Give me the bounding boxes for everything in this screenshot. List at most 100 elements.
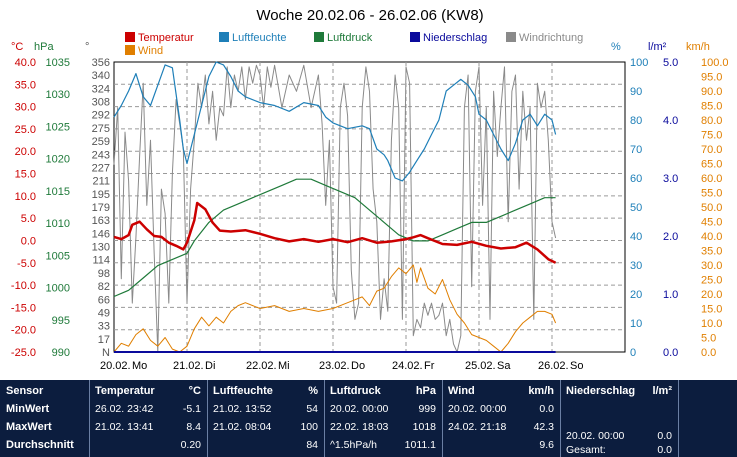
series-luftfeuchte: [113, 61, 557, 182]
press-axis-tick: 1025: [46, 121, 70, 133]
hum-axis-tick: 80: [630, 115, 642, 127]
wind-axis-tick: 70.0: [701, 144, 722, 156]
press-max-time: 22.02. 18:03: [330, 421, 389, 433]
legend-swatch-wind: [125, 45, 135, 55]
dir-axis-tick: 211: [92, 176, 110, 188]
stats-col-empty: [678, 380, 737, 457]
series-line-temperatur: [113, 201, 557, 264]
rain-axis-tick: 2.0: [663, 231, 678, 243]
x-tick-weekday: Sa: [497, 360, 511, 372]
wind-axis-tick: 100.0: [701, 57, 729, 69]
press-axis-tick: 1010: [46, 218, 70, 230]
unit-label-temp: °C: [11, 41, 23, 53]
legend-swatch-windrichtung: [506, 32, 516, 42]
press-axis-tick: 1035: [46, 57, 70, 69]
rain-val: 0.0: [657, 430, 672, 442]
header-press: Luftdruck: [330, 385, 381, 397]
hum-axis-tick: 50: [630, 202, 642, 214]
wind-axis-tick: 85.0: [701, 101, 722, 113]
dir-axis-tick: 227: [92, 162, 110, 174]
dir-axis-tick: N: [102, 347, 110, 359]
wind-max-time: 24.02. 21:18: [448, 421, 507, 433]
wind-axis-tick: 65.0: [701, 159, 722, 171]
temp-axis-tick: -25.0: [11, 347, 36, 359]
x-tick-date: 25.02.: [465, 360, 496, 372]
wind-axis-tick: 30.0: [701, 260, 722, 272]
dir-axis-tick: 49: [98, 307, 110, 319]
rain-axis-tick: 5.0: [663, 57, 678, 69]
wind-axis-tick: 35.0: [701, 246, 722, 258]
hum-axis-tick: 60: [630, 173, 642, 185]
x-tick-weekday: So: [570, 360, 583, 372]
legend: Temperatur Luftfeuchte Luftdruck Niederschl…: [125, 32, 583, 57]
dir-axis-tick: 114: [92, 255, 110, 267]
statistics-table: Sensor MinWert MaxWert Durchschnitt Temp…: [0, 380, 737, 457]
temp-axis-tick: 15.0: [15, 169, 36, 181]
unit-label-rain: l/m²: [648, 41, 667, 53]
hum-avg: 84: [306, 439, 318, 451]
header-sensor: Sensor: [6, 385, 44, 397]
temp-axis-tick: 35.0: [15, 79, 36, 91]
wind-axis-tick: 50.0: [701, 202, 722, 214]
hum-min: 54: [306, 403, 318, 415]
grid: [113, 61, 626, 353]
x-tick-weekday: Mo: [132, 360, 147, 372]
stats-col-temp: Temperatur °C 26.02. 23:42 -5.1 21.02. 1…: [89, 380, 207, 457]
x-tick-date: 26.02.: [538, 360, 569, 372]
legend-label-niederschlag: Niederschlag: [423, 32, 487, 44]
rain-total-label: Gesamt:: [566, 444, 606, 456]
row-label-max: MaxWert: [6, 421, 52, 433]
rain-total: 0.0: [657, 444, 672, 456]
legend-label-wind: Wind: [138, 45, 163, 57]
unit-label-hum: %: [611, 41, 621, 53]
hum-axis-tick: 90: [630, 86, 642, 98]
wind-axis-tick: 80.0: [701, 115, 722, 127]
press-axis-tick: 995: [52, 315, 70, 327]
hum-axis-tick: 40: [630, 231, 642, 243]
rain-axis-tick: 1.0: [663, 289, 678, 301]
rain-axis-tick: 4.0: [663, 115, 678, 127]
unit-label-wind: km/h: [686, 41, 710, 53]
header-temp-unit: °C: [188, 385, 201, 397]
stats-col-rain: Niederschlag l/m² 20.02. 00:00 0.0 Gesam…: [560, 380, 678, 457]
hum-axis-tick: 20: [630, 289, 642, 301]
rain-axis-tick: 3.0: [663, 173, 678, 185]
x-tick-weekday: Di: [205, 360, 215, 372]
hum-axis-tick: 10: [630, 318, 642, 330]
x-tick-weekday: Fr: [424, 360, 435, 372]
wind-avg: 9.6: [539, 439, 554, 451]
legend-swatch-luftfeuchte: [219, 32, 229, 42]
chart-title: Woche 20.02.06 - 26.02.06 (KW8): [256, 7, 483, 24]
unit-label-dir: °: [85, 41, 89, 53]
press-axis-tick: 1000: [46, 283, 70, 295]
wind-axis-tick: 60.0: [701, 173, 722, 185]
wind-axis-tick: 10.0: [701, 318, 722, 330]
temp-axis-tick: 20.0: [15, 146, 36, 158]
legend-label-luftdruck: Luftdruck: [327, 32, 373, 44]
dir-axis-tick: 356: [92, 57, 110, 69]
x-tick-date: 23.02.: [319, 360, 350, 372]
dir-axis-tick: 275: [92, 123, 110, 135]
hum-axis-tick: 70: [630, 144, 642, 156]
dir-axis-tick: 33: [98, 321, 110, 333]
wind-axis-tick: 20.0: [701, 289, 722, 301]
series-temperatur: [113, 201, 557, 264]
dir-axis-tick: 17: [98, 334, 110, 346]
temp-axis-tick: 5.0: [21, 213, 36, 225]
series-line-luftdruck: [113, 178, 556, 298]
wind-axis-tick: 5.0: [701, 333, 716, 345]
legend-label-windrichtung: Windrichtung: [519, 32, 583, 44]
dir-axis-tick: 195: [92, 189, 110, 201]
wind-axis-tick: 55.0: [701, 188, 722, 200]
dir-axis-tick: 324: [92, 83, 110, 95]
dir-axis-tick: 259: [92, 136, 110, 148]
unit-label-press: hPa: [34, 41, 54, 53]
press-min-time: 20.02. 00:00: [330, 403, 389, 415]
dir-axis-tick: 340: [92, 70, 110, 82]
series-luftdruck: [113, 178, 556, 298]
x-tick-weekday: Do: [351, 360, 365, 372]
temp-avg: 0.20: [180, 439, 201, 451]
row-label-avg: Durchschnitt: [6, 439, 74, 451]
wind-min-time: 20.02. 00:00: [448, 403, 507, 415]
wind-axis-tick: 40.0: [701, 231, 722, 243]
